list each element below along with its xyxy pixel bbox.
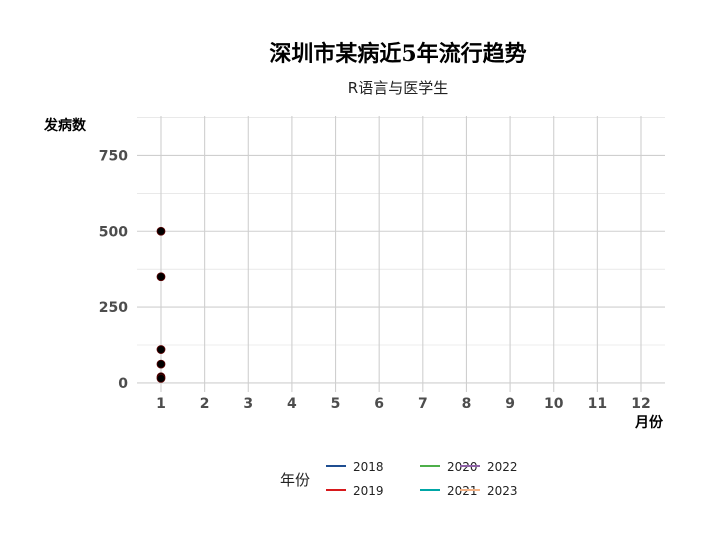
x-tick-label: 3 (243, 396, 253, 412)
data-points (156, 226, 166, 383)
x-tick-label: 2 (200, 396, 210, 412)
data-point (156, 345, 166, 354)
x-tick-label: 1 (156, 396, 166, 412)
y-axis-title: 发病数 (43, 117, 87, 134)
data-point (156, 373, 166, 383)
x-tick-label: 8 (462, 396, 472, 412)
y-tick-label: 750 (99, 148, 128, 164)
x-axis-title: 月份 (634, 414, 664, 431)
grid (137, 116, 665, 392)
y-tick-label: 500 (99, 224, 128, 240)
x-tick-label: 9 (505, 396, 515, 412)
chart-title: 深圳市某病近5年流行趋势 (269, 41, 526, 67)
y-tick-label: 0 (118, 376, 128, 392)
legend-label: 2018 (353, 460, 384, 474)
legend: 年份 201820192020202120222023 (280, 460, 518, 498)
data-point (156, 359, 166, 369)
legend-label: 2022 (487, 460, 518, 474)
y-tick-label: 250 (99, 300, 128, 316)
x-tick-label: 5 (331, 396, 341, 412)
legend-label: 2019 (353, 484, 384, 498)
x-tick-label: 6 (374, 396, 384, 412)
x-tick-label: 12 (631, 396, 650, 412)
x-ticks: 1 2 3 4 5 6 7 8 9 10 11 12 (156, 396, 651, 412)
x-tick-label: 7 (418, 396, 428, 412)
x-tick-label: 11 (588, 396, 607, 412)
legend-label: 2023 (487, 484, 518, 498)
x-tick-label: 4 (287, 396, 297, 412)
y-ticks: 0 250 500 750 (99, 148, 128, 391)
x-tick-label: 10 (544, 396, 564, 412)
data-point (156, 272, 166, 282)
chart-subtitle: R语言与医学生 (348, 79, 448, 97)
legend-title: 年份 (280, 471, 310, 489)
data-point (156, 226, 166, 236)
